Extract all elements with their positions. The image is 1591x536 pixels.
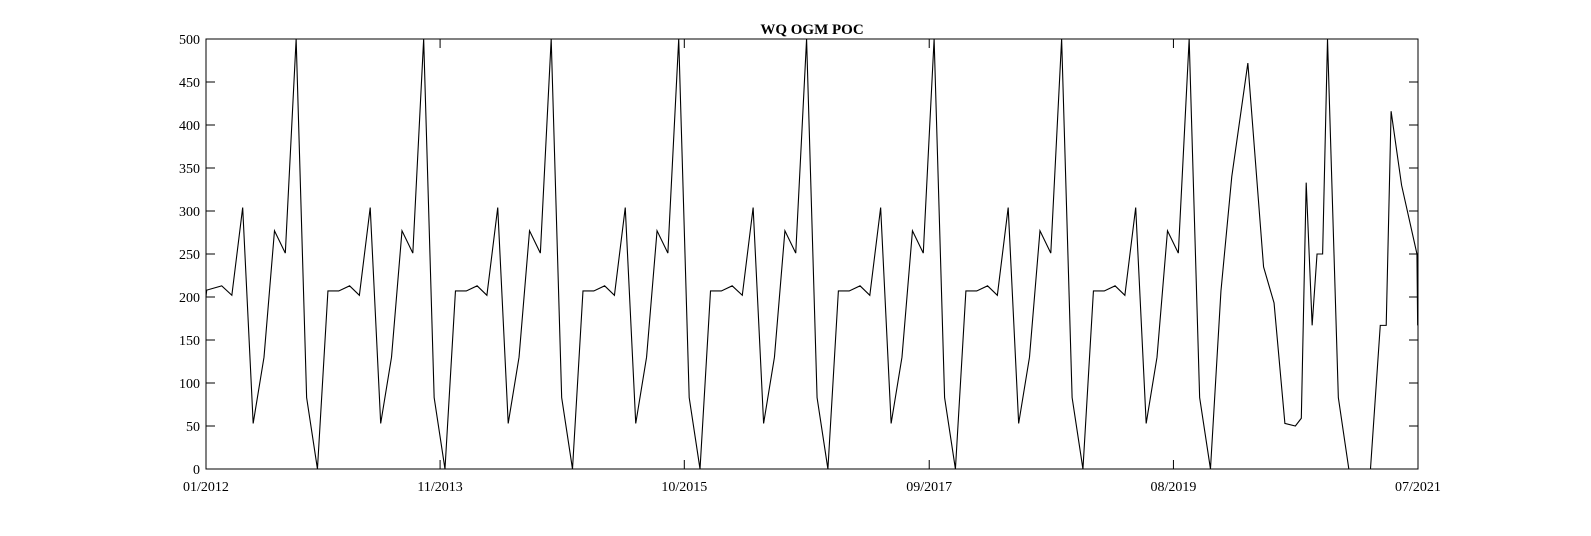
- y-tick-label: 150: [179, 334, 200, 349]
- y-tick-label: 50: [186, 420, 200, 435]
- chart-title: WQ OGM POC: [760, 22, 863, 38]
- plot-box: [205, 38, 1419, 470]
- x-tick-label: 11/2013: [417, 480, 462, 495]
- y-axis: 0 50 100 150 200 250 300 350 400 450 500: [179, 33, 1418, 478]
- plot-frame: [205, 38, 1419, 470]
- series-line: [205, 38, 1419, 470]
- y-tick-label: 500: [179, 33, 200, 48]
- x-tick-label: 09/2017: [906, 480, 952, 495]
- y-tick-label: 450: [179, 76, 200, 91]
- y-tick-label: 200: [179, 291, 200, 306]
- y-tick-label: 100: [179, 377, 200, 392]
- x-tick-label: 01/2012: [183, 480, 229, 495]
- y-tick-label: 400: [179, 119, 200, 134]
- x-tick-label: 08/2019: [1150, 480, 1196, 495]
- y-tick-label: 250: [179, 248, 200, 263]
- y-tick-label: 0: [193, 463, 200, 478]
- y-tick-label: 350: [179, 162, 200, 177]
- x-tick-label: 10/2015: [661, 480, 707, 495]
- x-axis: 01/2012 11/2013 10/2015 09/2017 08/2019 07/20…: [183, 39, 1441, 495]
- series-group: [205, 38, 1419, 470]
- y-tick-label: 300: [179, 205, 200, 220]
- x-tick-label: 07/2021: [1395, 480, 1441, 495]
